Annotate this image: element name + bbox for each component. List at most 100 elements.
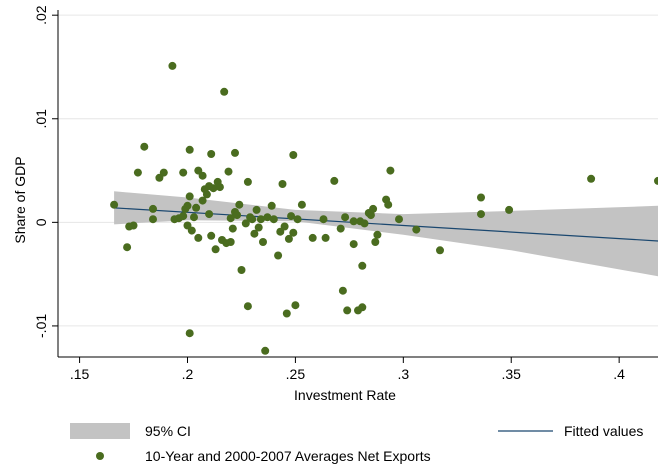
y-tick-label-1: 0 <box>33 218 49 226</box>
data-point-69 <box>284 234 293 243</box>
data-point-80 <box>336 224 345 233</box>
data-point-5 <box>140 142 149 151</box>
data-point-37 <box>215 183 224 192</box>
y-tick-label-0: -.01 <box>33 314 49 338</box>
confidence-band <box>114 191 658 277</box>
fitted-line-group <box>114 207 658 242</box>
data-point-18 <box>185 145 194 154</box>
data-point-66 <box>278 180 287 188</box>
data-point-4 <box>133 168 142 177</box>
data-point-14 <box>179 168 188 177</box>
data-point-104 <box>505 205 514 214</box>
axes <box>52 10 658 363</box>
data-point-44 <box>228 224 237 233</box>
data-point-0 <box>110 200 119 209</box>
legend-scatter-label: 10-Year and 2000-2007 Averages Net Expor… <box>145 448 431 464</box>
data-point-7 <box>149 215 157 224</box>
data-point-8 <box>155 173 164 182</box>
data-point-73 <box>291 301 300 310</box>
data-point-92 <box>366 211 375 220</box>
data-point-83 <box>343 306 352 315</box>
data-point-54 <box>248 215 257 224</box>
legend-scatter-swatch <box>96 452 104 460</box>
fitted-line <box>114 207 658 242</box>
data-point-49 <box>237 266 246 274</box>
data-point-70 <box>287 212 296 221</box>
data-point-102 <box>477 193 485 202</box>
legend-ci-label: 95% CI <box>145 423 191 439</box>
data-point-78 <box>321 233 330 242</box>
data-point-90 <box>360 219 369 228</box>
data-point-99 <box>395 215 403 224</box>
data-point-100 <box>412 225 421 234</box>
data-point-75 <box>297 200 306 209</box>
data-point-24 <box>194 233 203 242</box>
data-point-59 <box>259 238 267 246</box>
data-point-29 <box>202 190 211 199</box>
data-point-56 <box>252 205 261 214</box>
data-point-55 <box>250 229 259 238</box>
data-point-77 <box>319 215 328 224</box>
data-point-9 <box>159 168 168 177</box>
tick-labels: .15 .2 .25 .3 .35 .4 -.01 0 .01 .02 <box>33 5 625 382</box>
data-point-94 <box>371 238 380 246</box>
data-point-35 <box>211 245 220 254</box>
data-point-10 <box>168 61 177 70</box>
data-point-62 <box>267 201 276 210</box>
data-point-82 <box>341 213 350 222</box>
data-point-26 <box>198 171 207 180</box>
data-point-47 <box>233 211 242 220</box>
data-point-3 <box>129 221 138 230</box>
data-point-105 <box>587 174 596 183</box>
data-point-81 <box>338 286 347 295</box>
data-point-43 <box>226 214 235 223</box>
data-point-103 <box>477 210 485 219</box>
data-point-20 <box>185 329 194 338</box>
data-point-21 <box>187 226 196 235</box>
data-point-76 <box>308 233 317 242</box>
data-point-33 <box>207 231 216 240</box>
data-point-79 <box>330 176 339 185</box>
data-point-6 <box>149 204 157 213</box>
y-tick-label-2: .01 <box>33 109 49 129</box>
data-point-22 <box>190 213 198 222</box>
x-tick-label-2: .25 <box>286 366 306 382</box>
data-point-89 <box>358 261 367 270</box>
data-point-57 <box>254 223 263 232</box>
data-point-27 <box>198 196 207 205</box>
data-point-39 <box>220 87 229 96</box>
data-point-13 <box>179 212 188 221</box>
data-point-17 <box>183 201 192 210</box>
data-point-68 <box>282 309 291 318</box>
x-tick-label-4: .35 <box>502 366 522 382</box>
data-point-60 <box>261 346 270 355</box>
data-point-85 <box>349 217 358 226</box>
data-point-97 <box>384 200 393 209</box>
data-point-61 <box>263 213 272 222</box>
x-tick-label-5: .4 <box>613 366 625 382</box>
x-tick-label-1: .2 <box>182 366 194 382</box>
data-point-1 <box>123 243 132 252</box>
data-point-19 <box>185 192 194 201</box>
data-point-52 <box>243 302 252 311</box>
data-point-74 <box>293 215 302 224</box>
data-point-32 <box>207 150 216 158</box>
data-point-42 <box>226 238 235 246</box>
legend-ci-swatch <box>70 423 130 439</box>
data-point-106 <box>654 176 658 185</box>
legend-fitted-label: Fitted values <box>564 423 643 439</box>
data-point-64 <box>274 251 283 260</box>
y-tick-label-3: .02 <box>33 5 49 25</box>
data-point-95 <box>373 230 382 239</box>
data-point-98 <box>386 166 395 175</box>
data-point-51 <box>243 177 252 186</box>
x-tick-label-3: .3 <box>397 366 409 382</box>
confidence-band-area <box>114 191 658 277</box>
data-point-45 <box>231 148 239 157</box>
data-point-41 <box>224 167 233 176</box>
data-point-58 <box>256 215 265 224</box>
data-point-34 <box>209 184 218 193</box>
scatter-points <box>110 61 658 355</box>
data-point-63 <box>269 215 278 224</box>
